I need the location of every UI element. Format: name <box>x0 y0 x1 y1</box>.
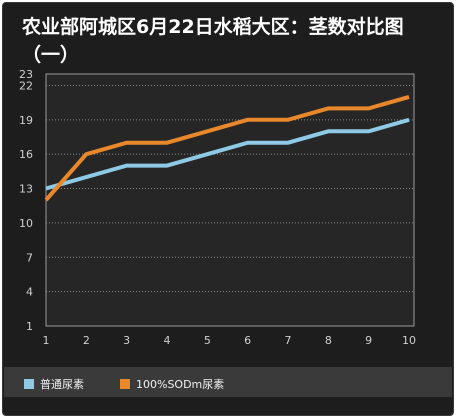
y-tick-label: 7 <box>26 251 33 264</box>
legend-swatch-2 <box>120 379 130 389</box>
y-tick-label: 10 <box>19 217 33 230</box>
x-tick-label: 6 <box>244 334 251 347</box>
series-line-1 <box>45 117 410 191</box>
series-line-2 <box>44 94 410 202</box>
legend-label-1: 普通尿素 <box>40 378 84 391</box>
x-tick-label: 4 <box>164 334 171 347</box>
x-tick-label: 1 <box>43 334 50 347</box>
x-tick-labels: 1 2 3 4 5 6 7 8 9 10 <box>43 334 417 347</box>
grid-lines <box>46 84 414 293</box>
x-tick-label: 10 <box>402 334 416 347</box>
legend-item-2: 100%SODm尿素 <box>120 376 224 392</box>
x-tick-label: 9 <box>365 334 372 347</box>
legend-swatch-1 <box>24 379 34 389</box>
x-tick-label: 3 <box>123 334 130 347</box>
x-tick-label: 5 <box>204 334 211 347</box>
y-tick-label: 1 <box>26 320 33 333</box>
plot-area <box>45 73 415 327</box>
y-tick-label: 22 <box>19 79 33 92</box>
y-tick-label: 13 <box>19 183 33 196</box>
y-tick-label: 16 <box>19 148 33 161</box>
y-tick-label: 19 <box>19 114 33 127</box>
x-tick-label: 2 <box>83 334 90 347</box>
y-tick-label: 4 <box>26 286 33 299</box>
x-tick-label: 7 <box>285 334 292 347</box>
legend-item-1: 普通尿素 <box>24 376 84 392</box>
x-tick-label: 8 <box>325 334 332 347</box>
y-tick-label: 23 <box>19 68 33 81</box>
chart-title: 农业部阿城区6月22日水稻大区：茎数对比图（一） <box>22 16 404 66</box>
legend-label-2: 100%SODm尿素 <box>136 378 225 391</box>
legend: 普通尿素 100%SODm尿素 <box>4 367 452 397</box>
series-lines <box>44 94 410 202</box>
